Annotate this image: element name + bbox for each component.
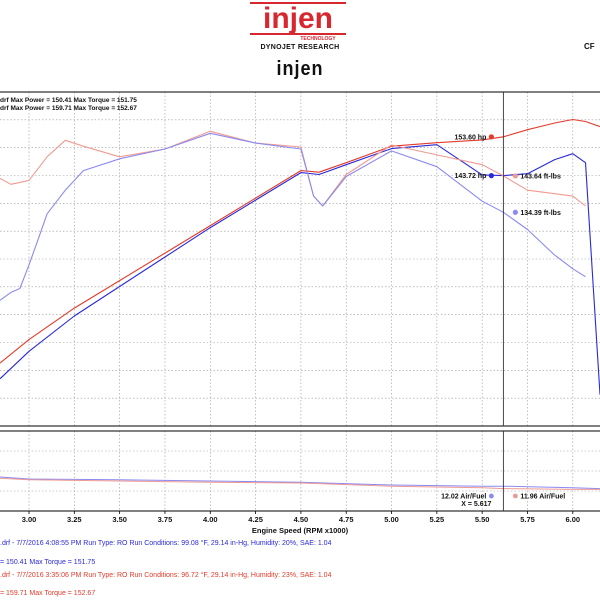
x-tick-label: 5.25 bbox=[430, 515, 445, 524]
lower-plot-frame bbox=[0, 430, 600, 512]
grid bbox=[0, 92, 600, 511]
legend: drf Max Power = 150.41 Max Torque = 151.… bbox=[0, 97, 137, 112]
x-axis-label: Engine Speed (RPM x1000) bbox=[252, 526, 349, 535]
series-line-run1_afr bbox=[0, 476, 600, 490]
value-label: 143.72 hp bbox=[454, 173, 486, 180]
cursor-readout: X = 5.617 bbox=[461, 501, 491, 508]
injen-logo: injen TECHNOLOGY bbox=[250, 2, 346, 42]
logo-text: injen bbox=[263, 2, 333, 35]
value-marker bbox=[512, 173, 518, 179]
series-line-run1_power bbox=[0, 144, 600, 395]
value-marker bbox=[512, 493, 518, 499]
x-tick-label: 5.75 bbox=[520, 515, 535, 524]
x-tick-label: 4.75 bbox=[339, 515, 354, 524]
cursor-value-labels: 153.60 hp 143.72 hp 143.64 ft-lbs 134.39 ft… bbox=[441, 134, 565, 508]
series-line-run2_power bbox=[0, 118, 600, 364]
value-label: 12.02 Air/Fuel bbox=[441, 494, 486, 501]
series-line-run2_torque bbox=[0, 130, 586, 207]
x-tick-label: 3.50 bbox=[112, 515, 127, 524]
x-tick-label: 3.75 bbox=[158, 515, 173, 524]
x-tick-label: 4.00 bbox=[203, 515, 218, 524]
run2-maxima: = 159.71 Max Torque = 152.67 bbox=[0, 590, 96, 597]
x-tick-label: 5.00 bbox=[384, 515, 399, 524]
legend-run1: drf Max Power = 150.41 Max Torque = 151.… bbox=[0, 97, 137, 104]
dynojet-heading: DYNOJET RESEARCH bbox=[260, 44, 340, 51]
x-tick-label: 3.25 bbox=[67, 515, 82, 524]
series-layer bbox=[0, 118, 600, 490]
upper-plot-frame bbox=[0, 91, 600, 427]
value-label: 134.39 ft-lbs bbox=[520, 210, 561, 217]
value-marker bbox=[488, 493, 494, 499]
series-line-run2_afr bbox=[0, 477, 600, 490]
x-tick-label: 4.50 bbox=[294, 515, 309, 524]
value-marker bbox=[488, 173, 494, 179]
dyno-chart: 3.00 3.25 3.50 3.75 4.00 4.25 4.50 4.75 5.00 5.25… bbox=[0, 91, 600, 535]
run2-info: .drf - 7/7/2016 3:35:06 PM Run Type: RO … bbox=[0, 572, 332, 579]
x-tick-label: 3.00 bbox=[22, 515, 37, 524]
x-axis-ticks: 3.00 3.25 3.50 3.75 4.00 4.25 4.50 4.75 5.00 5.25… bbox=[22, 511, 580, 524]
value-marker bbox=[488, 134, 494, 140]
injen-wordmark: injen bbox=[276, 56, 324, 80]
logo-mark: injen TECHNOLOGY bbox=[250, 2, 346, 42]
x-tick-label: 5.50 bbox=[475, 515, 490, 524]
legend-run2: drf Max Power = 159.71 Max Torque = 152.… bbox=[0, 105, 137, 112]
value-label: 143.64 ft-lbs bbox=[520, 173, 561, 180]
run1-maxima: = 150.41 Max Torque = 151.75 bbox=[0, 559, 96, 566]
value-marker bbox=[512, 209, 518, 215]
corner-label: CF bbox=[584, 42, 595, 51]
x-tick-label: 6.00 bbox=[566, 515, 581, 524]
value-label: 11.96 Air/Fuel bbox=[520, 494, 565, 501]
run1-info: .drf - 7/7/2016 4:08:55 PM Run Type: RO … bbox=[0, 540, 332, 547]
logo-subtext: TECHNOLOGY bbox=[300, 36, 336, 42]
series-line-run1_torque bbox=[0, 132, 586, 301]
x-tick-label: 4.25 bbox=[248, 515, 263, 524]
value-label: 153.60 hp bbox=[454, 134, 486, 141]
